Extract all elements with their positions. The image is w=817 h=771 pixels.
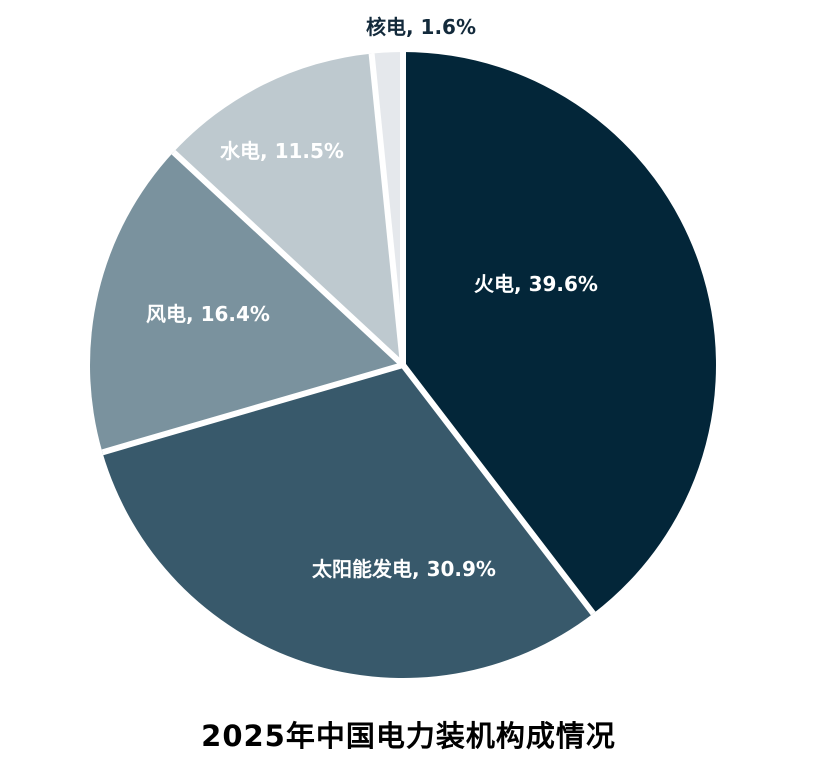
pie-slice-solar xyxy=(102,365,594,678)
slice-separator xyxy=(171,149,406,368)
chart-title: 2025年中国电力装机构成情况 xyxy=(201,719,616,753)
slice-separator xyxy=(101,362,404,456)
slice-label-wind: 风电, 16.4% xyxy=(146,302,270,326)
slice-label-nuclear: 核电, 1.6% xyxy=(366,15,476,39)
pie-slice-wind xyxy=(90,152,403,453)
slice-separator xyxy=(368,53,406,366)
pie-slice-thermal xyxy=(403,52,716,614)
slice-label-thermal: 火电, 39.6% xyxy=(474,272,598,296)
pie-slice-hydro xyxy=(173,53,403,365)
slice-label-hydro: 水电, 11.5% xyxy=(220,139,344,163)
slice-separator xyxy=(400,363,596,616)
slice-label-solar: 太阳能发电, 30.9% xyxy=(312,557,496,581)
